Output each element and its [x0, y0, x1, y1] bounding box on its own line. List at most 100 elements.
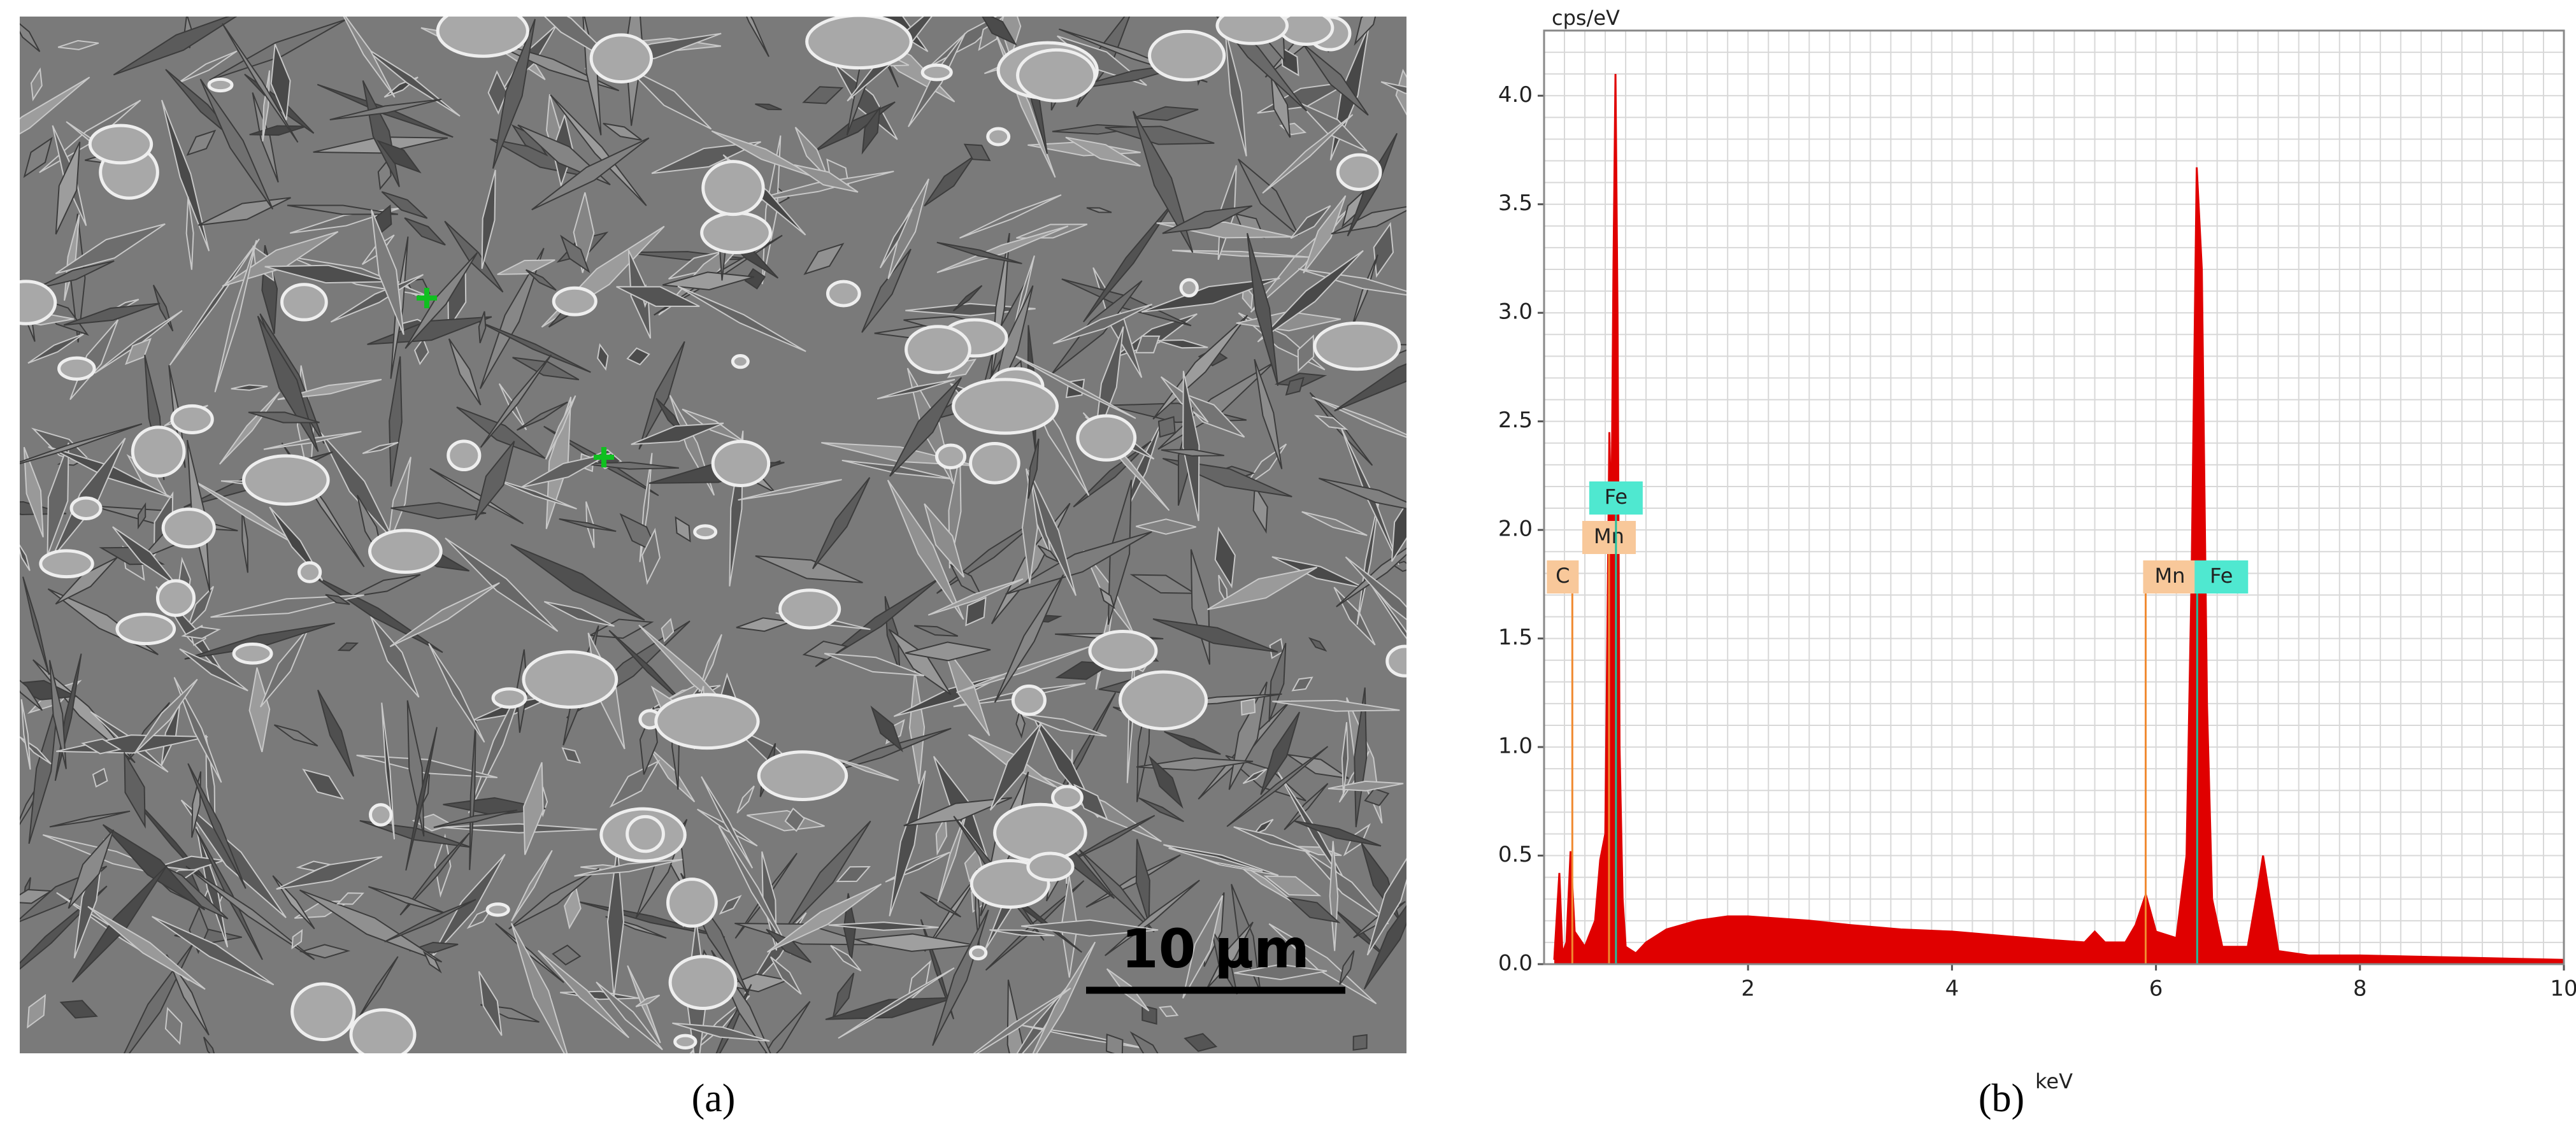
particle [920, 63, 953, 82]
y-tick-label: 1.0 [1498, 734, 1533, 759]
lath [815, 576, 941, 667]
lath [973, 987, 1071, 1053]
particle [57, 356, 96, 381]
lath [1132, 111, 1194, 253]
lath [270, 43, 291, 120]
lath [1268, 923, 1377, 1004]
lath [187, 763, 247, 889]
lath [830, 944, 862, 972]
lath [1354, 687, 1368, 828]
lath [1214, 526, 1236, 589]
lath [1380, 81, 1406, 94]
lath [609, 759, 661, 808]
particle [69, 496, 103, 520]
lath [597, 343, 609, 371]
lath [1065, 136, 1141, 167]
lath [59, 1000, 98, 1019]
lath [63, 302, 161, 326]
lath [626, 67, 712, 130]
lath [1027, 438, 1040, 499]
lath [1037, 544, 1059, 563]
lath [23, 136, 53, 178]
lath [57, 39, 99, 50]
particle [20, 280, 57, 325]
lath [381, 191, 428, 219]
lath [719, 895, 742, 915]
particle [39, 549, 94, 579]
lath [48, 660, 67, 769]
lath [68, 829, 115, 909]
lath [675, 516, 691, 543]
lath [20, 23, 41, 52]
lath [81, 738, 122, 755]
lath [560, 234, 590, 273]
lath [641, 527, 661, 585]
lath [531, 137, 650, 211]
lath [302, 768, 345, 800]
lath [404, 217, 446, 246]
lath [1152, 618, 1278, 653]
particle [700, 211, 772, 254]
particle [1011, 684, 1047, 716]
lath [812, 477, 871, 569]
lath [325, 594, 350, 606]
lath [920, 891, 962, 918]
lath [561, 747, 582, 764]
lath [552, 944, 582, 966]
lath [1135, 518, 1196, 535]
x-tick-label: 4 [1945, 976, 1959, 1002]
lath [1334, 363, 1406, 412]
element-label-box [1589, 481, 1643, 515]
lath [963, 143, 991, 161]
caption: (b) [1979, 1077, 2024, 1120]
lath [1182, 371, 1200, 522]
lath [1269, 637, 1284, 659]
lath [956, 646, 1090, 693]
particle [207, 77, 234, 93]
lath [631, 422, 724, 445]
particle [485, 902, 510, 917]
y-tick-label: 0.5 [1498, 842, 1533, 867]
lath [272, 875, 315, 930]
lath [1240, 698, 1256, 716]
element-label: Fe [1605, 485, 1628, 509]
particle [88, 124, 154, 165]
lath [1257, 250, 1364, 343]
lath [102, 824, 206, 911]
particle [170, 404, 214, 434]
lath [376, 139, 422, 174]
lath [329, 98, 442, 120]
element-label-box [1582, 521, 1636, 554]
lath [718, 825, 792, 955]
y-tick-label: 3.0 [1498, 299, 1533, 325]
lath [413, 337, 429, 366]
lath [1319, 478, 1406, 509]
plot-frame [1543, 29, 2565, 965]
lath [1305, 851, 1389, 925]
lath [445, 537, 559, 632]
lath [1280, 46, 1299, 76]
particle [757, 750, 848, 801]
lath [481, 169, 496, 269]
y-tick-label: 2.0 [1498, 516, 1533, 542]
lath [1005, 531, 1152, 595]
lath [952, 285, 983, 312]
lath [545, 395, 576, 460]
lath [492, 18, 536, 169]
lath [511, 850, 553, 921]
lath [370, 616, 420, 698]
lath [989, 722, 1042, 811]
lath [166, 954, 210, 1035]
lath [389, 356, 403, 487]
lath [214, 239, 257, 393]
lath [151, 916, 275, 986]
lath [1329, 841, 1339, 951]
lath [362, 441, 399, 455]
lath [543, 601, 615, 627]
lath [516, 401, 568, 431]
particle [969, 442, 1020, 485]
scale-bar-label: 10 µm [1121, 918, 1309, 980]
lath [248, 411, 320, 423]
lath [1234, 964, 1327, 981]
particle [905, 325, 971, 374]
